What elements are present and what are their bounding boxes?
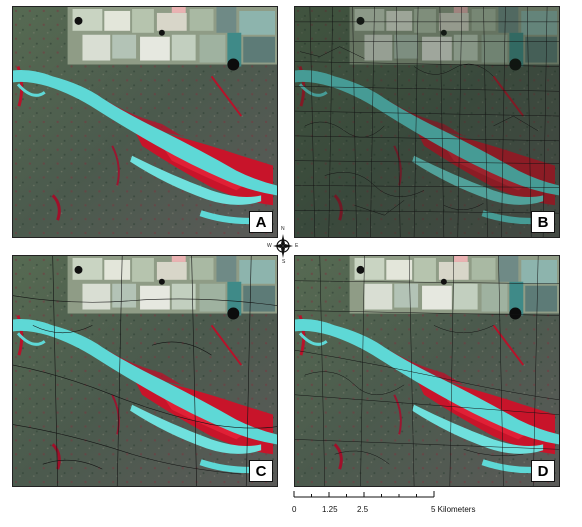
scale-tick-label: 5 Kilometers <box>431 505 476 514</box>
satellite-scene <box>13 256 277 486</box>
compass-rose-icon <box>273 234 293 258</box>
panel-label-b: B <box>531 211 555 233</box>
panel-label-d: D <box>531 460 555 482</box>
scale-bar-graphic <box>293 491 435 498</box>
scale-bar: 0 1.25 2.5 5 Kilometers <box>290 488 490 518</box>
panel-c-segmented-image: C <box>12 255 278 487</box>
compass-north-label: N <box>281 226 285 232</box>
satellite-scene <box>13 7 277 237</box>
north-arrow-compass: N W E S <box>265 226 301 266</box>
scale-tick-label: 2.5 <box>357 505 369 514</box>
satellite-scene <box>295 7 559 237</box>
scale-tick-label: 0 <box>292 505 297 514</box>
compass-east-label: E <box>295 243 299 249</box>
panel-d-segmented-image: D <box>294 255 560 487</box>
panel-b-segmented-image: B <box>294 6 560 238</box>
compass-west-label: W <box>267 243 272 249</box>
panel-a-satellite-image: A <box>12 6 278 238</box>
panel-label-c: C <box>249 460 273 482</box>
compass-south-label: S <box>282 259 286 265</box>
scale-tick-label: 1.25 <box>322 505 338 514</box>
satellite-scene <box>295 256 559 486</box>
panel-label-a: A <box>249 211 273 233</box>
